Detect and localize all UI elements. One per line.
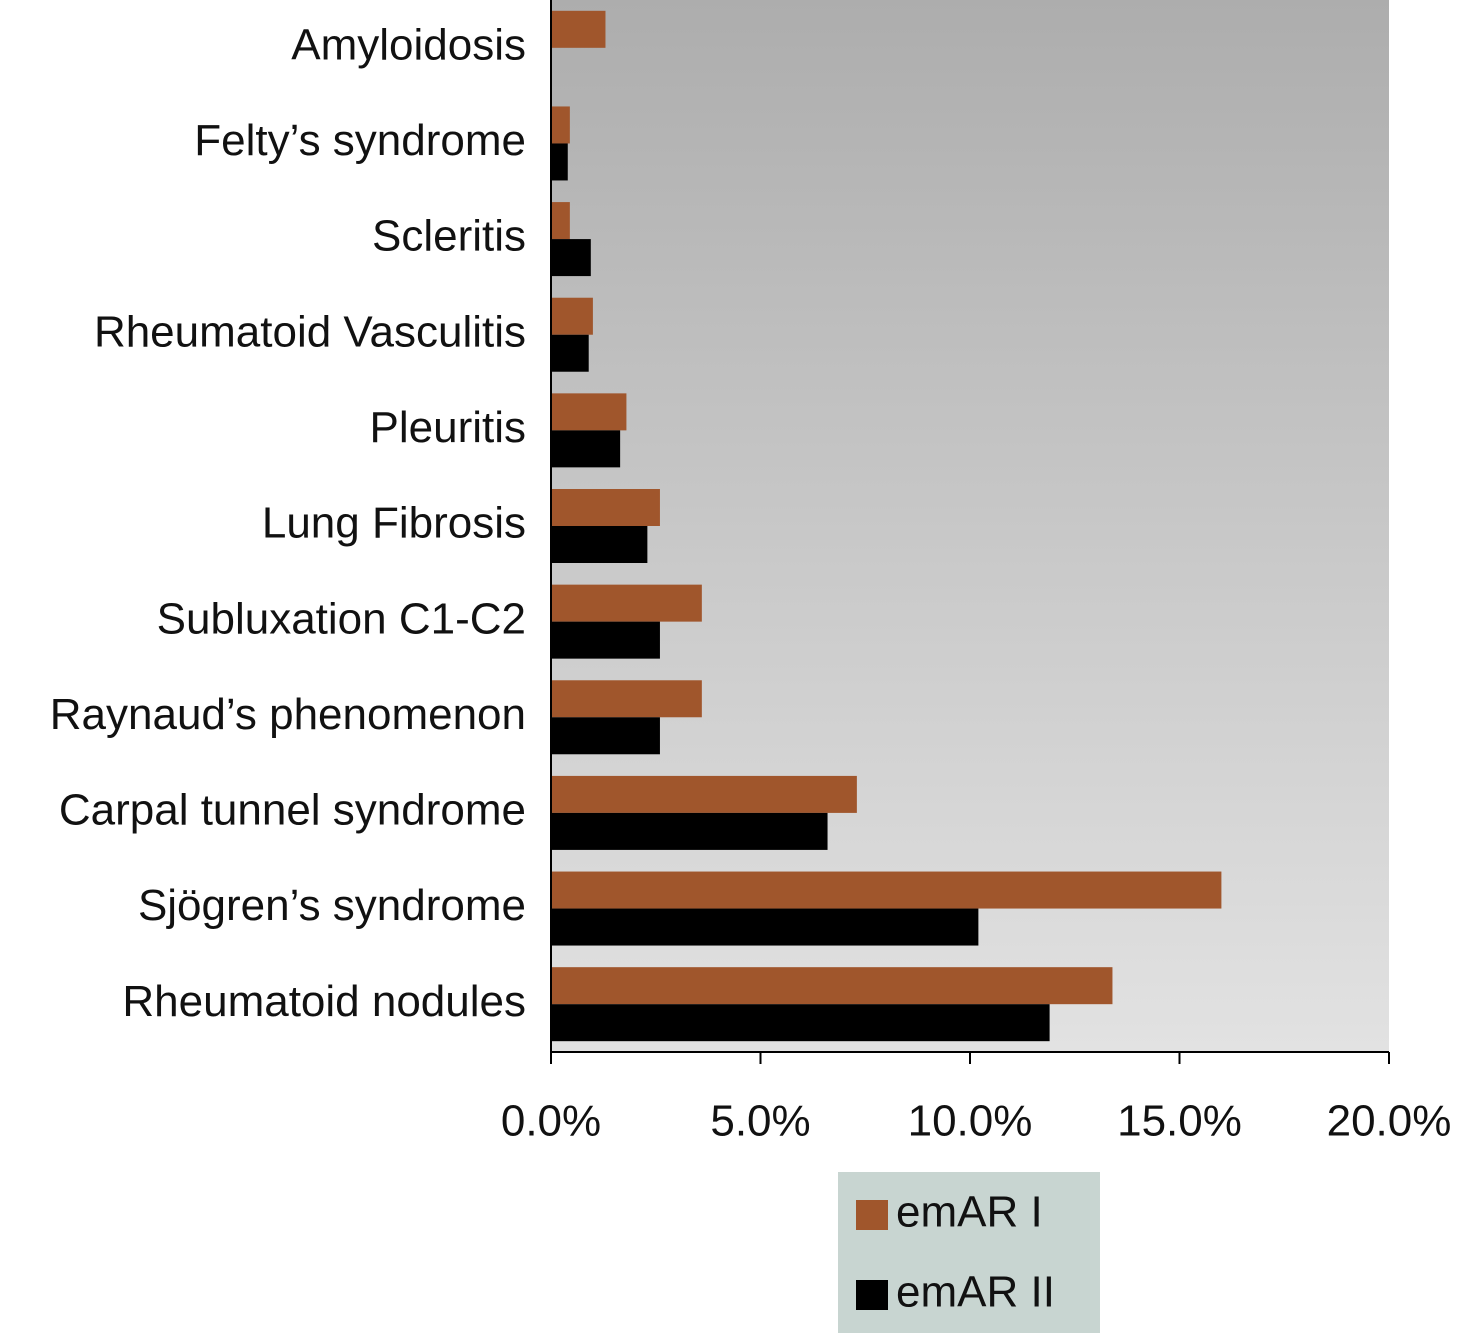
- y-tick-label: Sjögren’s syndrome: [138, 881, 526, 930]
- bar: [551, 297, 593, 335]
- bar: [551, 106, 570, 144]
- bar: [551, 334, 589, 372]
- y-tick-label: Amyloidosis: [291, 20, 526, 69]
- x-tick-label: 15.0%: [1117, 1097, 1242, 1146]
- bar: [551, 143, 568, 181]
- y-tick-label: Rheumatoid nodules: [122, 977, 526, 1026]
- bar: [551, 967, 1113, 1005]
- x-tick-label: 10.0%: [908, 1097, 1033, 1146]
- bar: [551, 1004, 1050, 1042]
- y-tick-label: Lung Fibrosis: [262, 499, 526, 548]
- y-tick-label: Scleritis: [372, 212, 526, 261]
- bar: [551, 812, 828, 850]
- y-tick-label: Carpal tunnel syndrome: [59, 786, 526, 835]
- bar: [551, 526, 648, 563]
- x-tick-label: 0.0%: [501, 1097, 601, 1146]
- y-tick-label: Pleuritis: [370, 403, 527, 452]
- bar: [551, 680, 702, 718]
- bar: [551, 871, 1222, 909]
- y-tick-label: Rheumatoid Vasculitis: [94, 307, 526, 356]
- bar: [551, 10, 606, 48]
- x-tick-label: 5.0%: [710, 1097, 810, 1146]
- bar: [551, 717, 660, 755]
- bar: [551, 202, 570, 240]
- bar: [551, 584, 702, 622]
- y-tick-label: Subluxation C1-C2: [157, 594, 526, 643]
- bar: [551, 621, 660, 659]
- legend-label: emAR I: [896, 1188, 1043, 1237]
- legend-swatch: [856, 1200, 888, 1230]
- bar: [551, 239, 591, 277]
- x-tick-label: 20.0%: [1327, 1097, 1452, 1146]
- bar: [551, 908, 979, 946]
- legend-label: emAR II: [896, 1268, 1055, 1317]
- bar: [551, 430, 621, 468]
- bar: [551, 489, 660, 526]
- y-tick-label: Raynaud’s phenomenon: [50, 690, 526, 739]
- bar: [551, 393, 627, 431]
- legend-swatch: [856, 1280, 888, 1310]
- bar: [551, 775, 857, 813]
- y-tick-label: Felty’s syndrome: [194, 116, 526, 165]
